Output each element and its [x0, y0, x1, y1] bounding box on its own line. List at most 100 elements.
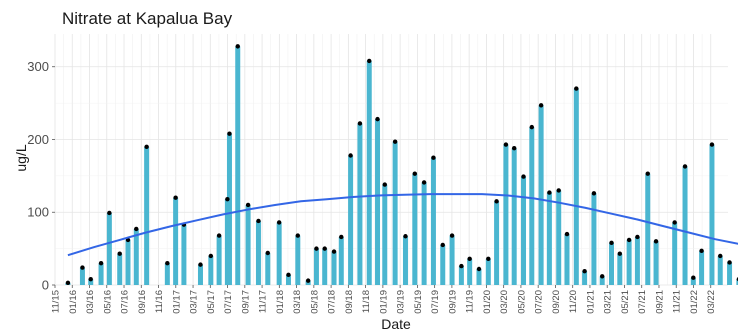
bar [634, 236, 640, 285]
data-point [144, 144, 149, 149]
data-point [216, 233, 222, 238]
bar [699, 250, 705, 285]
x-tick-label: 07/21 [637, 290, 648, 314]
trend-line-group [67, 193, 738, 257]
data-point [718, 253, 723, 259]
bar [295, 235, 301, 285]
data-point [682, 164, 688, 169]
x-axis: 11/15 01/16 03/16 05/16 07/16 09/16 11/16 01/17… [51, 285, 717, 314]
data-point [440, 242, 445, 248]
data-point [564, 231, 570, 237]
x-tick-label: 03/18 [292, 290, 303, 314]
bar [88, 279, 94, 285]
data-point [412, 171, 417, 176]
x-tick-label: 05/16 [102, 290, 113, 314]
data-point [392, 139, 398, 144]
data-point [65, 280, 71, 286]
data-point [727, 260, 732, 265]
bar [208, 255, 214, 285]
bar [173, 197, 179, 285]
bar [521, 176, 527, 285]
bar [366, 60, 372, 286]
data-point [582, 268, 587, 274]
point-series [65, 44, 738, 286]
bar [546, 192, 552, 285]
x-tick-label: 11/16 [154, 290, 165, 313]
data-point [699, 248, 704, 254]
data-point [331, 249, 337, 254]
x-tick-label: 05/18 [309, 290, 320, 314]
bar [617, 253, 623, 285]
bar [458, 266, 464, 285]
bar [529, 127, 535, 285]
data-point [339, 234, 344, 240]
bar [494, 201, 500, 285]
data-point [626, 237, 632, 243]
data-point [574, 86, 579, 91]
bar [392, 141, 398, 285]
data-point [511, 146, 517, 151]
bar-series [65, 46, 738, 286]
data-point [709, 142, 715, 147]
data-point [322, 246, 327, 251]
x-tick-label: 03/22 [706, 290, 717, 314]
data-point [467, 256, 472, 262]
data-point [256, 218, 261, 224]
y-tick-label: 100 [27, 205, 49, 220]
bar [564, 234, 570, 285]
bar [609, 242, 615, 285]
chart-title: Nitrate at Kapalua Bay [62, 9, 233, 28]
x-tick-label: 01/17 [171, 290, 182, 314]
data-point [645, 171, 650, 176]
bar [117, 253, 123, 285]
bar [98, 263, 104, 285]
bar [285, 274, 291, 285]
x-tick-label: 11/17 [258, 290, 269, 313]
data-point [635, 234, 640, 240]
data-point [286, 272, 291, 278]
data-point [459, 263, 464, 269]
data-point [227, 131, 232, 136]
x-tick-label: 01/18 [275, 290, 286, 314]
bar [573, 88, 579, 285]
bar [255, 220, 261, 285]
x-tick-label: 09/19 [447, 290, 458, 314]
x-tick-label: 07/19 [430, 290, 441, 314]
x-tick-label: 11/15 [51, 290, 62, 313]
data-point [382, 182, 387, 187]
bar [375, 119, 381, 286]
bar [331, 251, 337, 285]
data-point [691, 275, 696, 280]
data-point [529, 124, 534, 130]
data-point [134, 226, 139, 232]
data-point [538, 103, 544, 108]
x-tick-label: 03/21 [603, 290, 614, 314]
bar [79, 267, 85, 285]
data-point [367, 58, 372, 64]
bar [235, 46, 241, 285]
bar [582, 271, 588, 285]
data-point [653, 239, 659, 244]
bar [556, 190, 562, 285]
data-point [198, 262, 203, 267]
y-tick-label: 200 [27, 132, 49, 147]
x-tick-label: 03/19 [396, 290, 407, 314]
bar [682, 166, 688, 285]
data-point [208, 253, 214, 259]
x-tick-label: 07/16 [120, 290, 131, 314]
bar [322, 248, 328, 285]
bar [125, 239, 131, 285]
data-point [609, 240, 614, 246]
bar [672, 222, 678, 285]
data-point [235, 44, 240, 49]
x-tick-label: 11/19 [465, 290, 476, 313]
data-point [503, 142, 509, 147]
data-point [600, 274, 605, 279]
bar [421, 182, 427, 285]
bar [599, 276, 605, 285]
data-point [276, 220, 282, 225]
data-point [431, 155, 436, 160]
x-tick-label: 01/22 [689, 290, 700, 314]
